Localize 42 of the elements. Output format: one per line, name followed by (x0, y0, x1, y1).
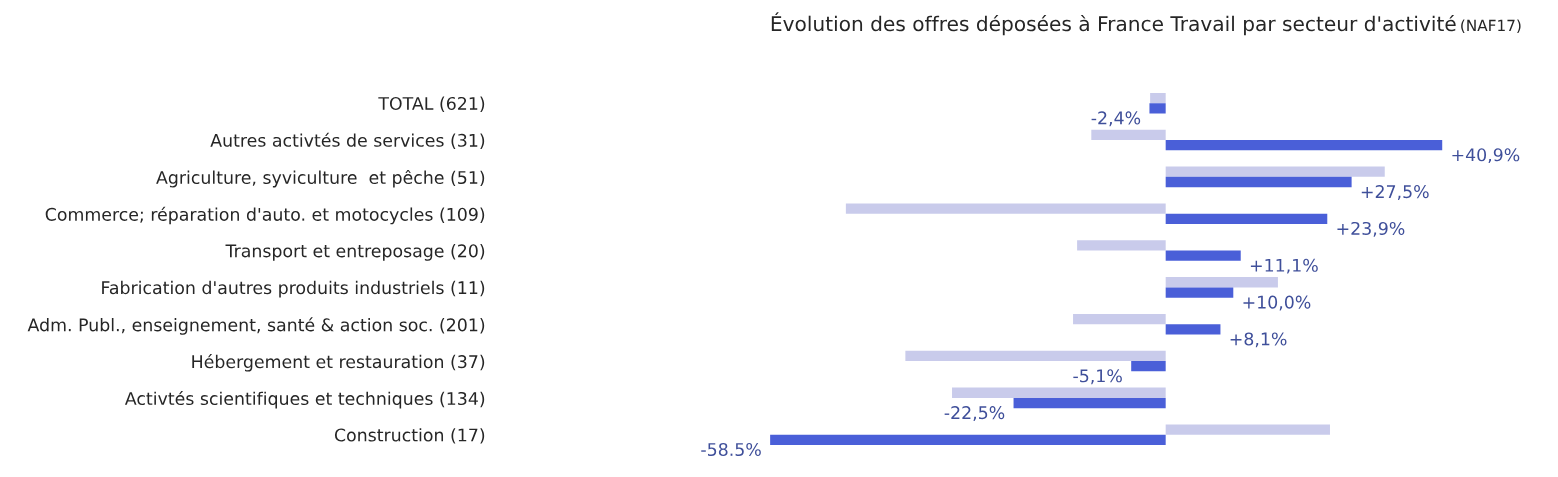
bar (1165, 424, 1330, 435)
y-tick-label: Transport et entreposage (20) (225, 243, 485, 261)
bar (1165, 213, 1328, 225)
bar (1077, 240, 1166, 251)
bar (1165, 250, 1241, 261)
y-tick-label: Activtés scientifiques et techniques (134) (124, 390, 485, 409)
bar (1165, 324, 1221, 335)
data-label: +40,9% (1452, 148, 1520, 164)
data-label: +11,1% (1250, 258, 1318, 274)
chart-title: Évolution des offres déposées à France Travail par secteur d'activité (771, 12, 1456, 36)
data-label: -58.5% (701, 442, 761, 457)
y-tick-label: Commerce; réparation d'auto. et motocycles (109) (45, 206, 485, 225)
bar (1165, 176, 1352, 188)
data-label: -22,5% (944, 406, 1005, 421)
data-label: +10,0% (1243, 295, 1311, 311)
bar (1165, 277, 1278, 288)
y-tick-label: TOTAL (621) (378, 96, 485, 113)
data-label: -2,4% (1091, 111, 1141, 127)
bar (1149, 103, 1166, 114)
bar (845, 203, 1166, 214)
y-tick-label: Autres activtés de services (31) (210, 132, 485, 149)
bar (952, 387, 1166, 398)
bar (1165, 166, 1385, 177)
bar (1091, 129, 1166, 141)
data-label: -5,1% (1073, 369, 1122, 385)
bar (1165, 140, 1443, 151)
bar (1013, 397, 1166, 409)
bar (905, 350, 1166, 362)
y-tick-label: Adm. Publ., enseignement, santé & action soc. (201) (27, 317, 485, 335)
data-label: +27,5% (1361, 185, 1429, 200)
data-label: +8,1% (1230, 332, 1287, 348)
text: (NAF17) (1461, 19, 1521, 34)
bar (1073, 313, 1166, 325)
bar (1165, 287, 1234, 298)
bar (770, 434, 1166, 446)
y-tick-label: Agriculture, syviculture et pêche (51) (156, 169, 485, 188)
bar (1150, 92, 1166, 104)
bar (1131, 361, 1166, 372)
y-tick-label: Construction (17) (334, 428, 485, 444)
y-tick-label: Fabrication d'autres produits industriels (11) (102, 280, 485, 298)
data-label: +23,9% (1337, 221, 1405, 237)
y-tick-label: Hébergement et restauration (37) (192, 354, 485, 372)
